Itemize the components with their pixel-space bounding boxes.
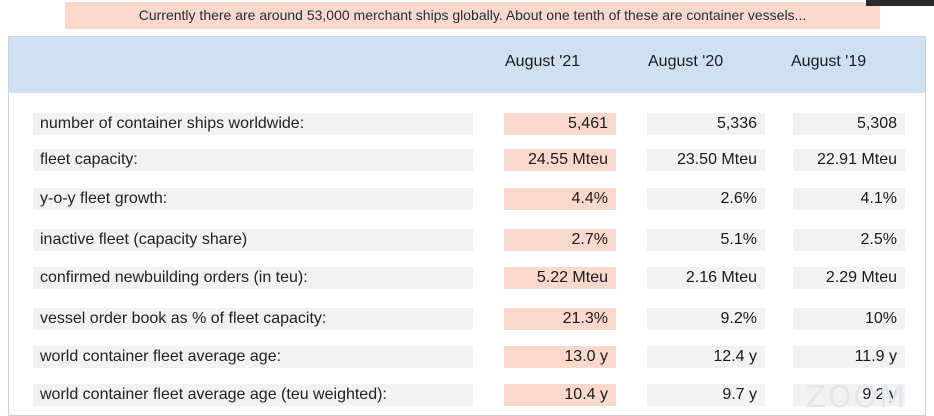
table-row: vessel order book as % of fleet capacity…: [9, 308, 925, 332]
value-aug-20: 5,336: [647, 113, 765, 135]
value-aug-19: 2.29 Mteu: [793, 267, 905, 289]
value-aug-19: 22.91 Mteu: [793, 149, 905, 171]
column-header-aug-21: August '21: [505, 53, 581, 70]
row-label: vessel order book as % of fleet capacity…: [33, 308, 473, 330]
row-label: world container fleet average age:: [33, 346, 473, 368]
value-aug-21: 2.7%: [504, 229, 616, 251]
row-label: number of container ships worldwide:: [33, 113, 473, 135]
value-aug-19: 5,308: [793, 113, 905, 135]
table-header-band: August '21 August '20 August '19: [9, 37, 925, 93]
value-aug-21: 4.4%: [504, 188, 616, 210]
value-aug-20: 9.7 y: [647, 384, 765, 406]
value-aug-20: 23.50 Mteu: [647, 149, 765, 171]
table-row: y-o-y fleet growth: 4.4% 2.6% 4.1%: [9, 188, 925, 212]
table-row: world container fleet average age: 13.0 …: [9, 346, 925, 370]
value-aug-19: 11.9 y: [793, 346, 905, 368]
value-aug-20: 5.1%: [647, 229, 765, 251]
value-aug-20: 9.2%: [647, 308, 765, 330]
table-row: world container fleet average age (teu w…: [9, 384, 925, 408]
table-row: fleet capacity: 24.55 Mteu 23.50 Mteu 22…: [9, 149, 925, 173]
caption-text: Currently there are around 53,000 mercha…: [138, 7, 807, 23]
value-aug-19: 2.5%: [793, 229, 905, 251]
row-label: confirmed newbuilding orders (in teu):: [33, 267, 473, 289]
value-aug-19: 9.2 y: [793, 384, 905, 406]
row-label: world container fleet average age (teu w…: [33, 384, 473, 406]
value-aug-21: 24.55 Mteu: [504, 149, 616, 171]
row-label: y-o-y fleet growth:: [33, 188, 473, 210]
table-row: inactive fleet (capacity share) 2.7% 5.1…: [9, 229, 925, 253]
slide-caption-banner: Currently there are around 53,000 mercha…: [65, 2, 880, 29]
value-aug-21: 5,461: [504, 113, 616, 135]
column-header-aug-19: August '19: [791, 53, 867, 70]
row-label: fleet capacity:: [33, 149, 473, 171]
shared-slide: August '21 August '20 August '19 number …: [8, 36, 926, 416]
value-aug-21: 10.4 y: [504, 384, 616, 406]
participant-video-thumbnail[interactable]: [866, 0, 934, 6]
value-aug-20: 2.6%: [647, 188, 765, 210]
value-aug-21: 5.22 Mteu: [504, 267, 616, 289]
value-aug-20: 2.16 Mteu: [647, 267, 765, 289]
value-aug-20: 12.4 y: [647, 346, 765, 368]
zoom-watermark-logo: ZOOM: [805, 380, 907, 415]
value-aug-19: 10%: [793, 308, 905, 330]
value-aug-21: 13.0 y: [504, 346, 616, 368]
table-row: number of container ships worldwide: 5,4…: [9, 113, 925, 137]
row-label: inactive fleet (capacity share): [33, 229, 473, 251]
column-header-aug-20: August '20: [648, 53, 724, 70]
value-aug-19: 4.1%: [793, 188, 905, 210]
table-row: confirmed newbuilding orders (in teu): 5…: [9, 267, 925, 291]
value-aug-21: 21.3%: [504, 308, 616, 330]
